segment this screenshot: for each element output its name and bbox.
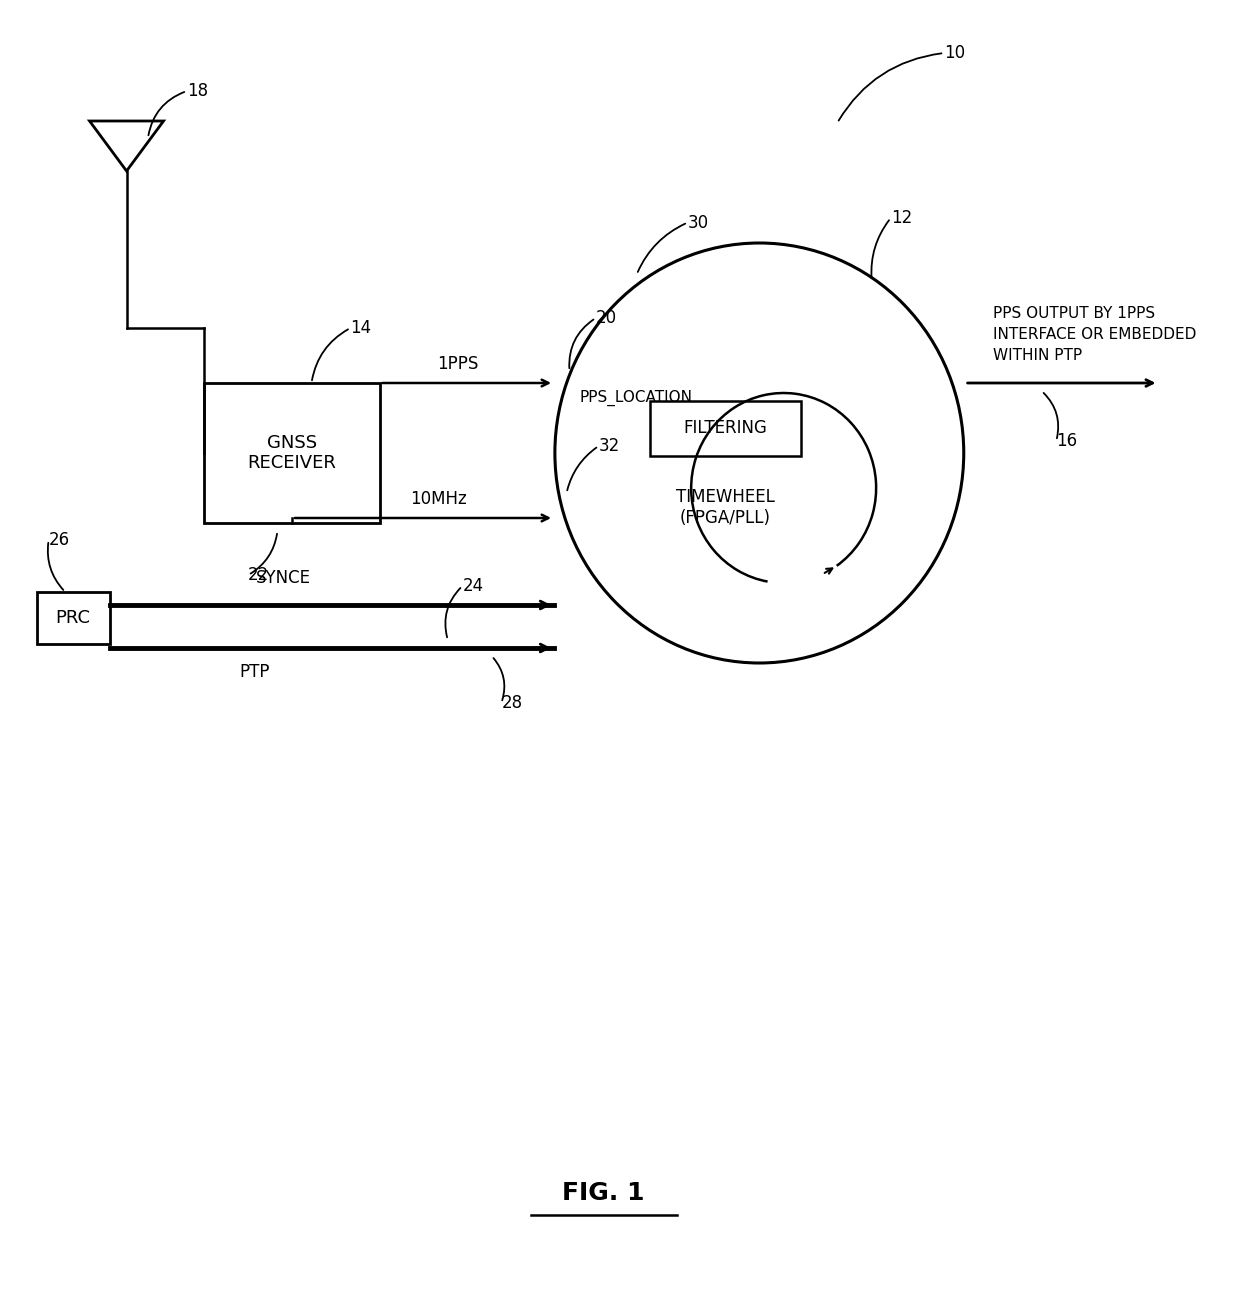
Text: 30: 30 bbox=[688, 214, 709, 232]
Text: SYNCE: SYNCE bbox=[255, 569, 311, 586]
FancyBboxPatch shape bbox=[205, 383, 379, 523]
Text: 32: 32 bbox=[599, 437, 620, 455]
Text: PPS_LOCATION: PPS_LOCATION bbox=[579, 390, 692, 407]
Text: FIG. 1: FIG. 1 bbox=[562, 1181, 645, 1205]
Text: 18: 18 bbox=[187, 82, 208, 100]
Text: 14: 14 bbox=[351, 319, 372, 337]
Text: TIMEWHEEL
(FPGA/PLL): TIMEWHEEL (FPGA/PLL) bbox=[676, 489, 775, 526]
Text: 26: 26 bbox=[48, 532, 69, 549]
Text: 10: 10 bbox=[945, 44, 966, 63]
Text: 10MHz: 10MHz bbox=[409, 490, 466, 508]
Text: PTP: PTP bbox=[239, 663, 269, 681]
Text: FILTERING: FILTERING bbox=[683, 420, 768, 437]
Text: GNSS
RECEIVER: GNSS RECEIVER bbox=[248, 434, 336, 473]
Text: 22: 22 bbox=[248, 566, 269, 584]
FancyBboxPatch shape bbox=[36, 592, 109, 644]
Text: PPS OUTPUT BY 1PPS
INTERFACE OR EMBEDDED
WITHIN PTP: PPS OUTPUT BY 1PPS INTERFACE OR EMBEDDED… bbox=[993, 306, 1197, 364]
Text: 28: 28 bbox=[501, 694, 522, 711]
Text: 12: 12 bbox=[890, 208, 911, 227]
FancyBboxPatch shape bbox=[650, 400, 801, 456]
Text: 1PPS: 1PPS bbox=[436, 354, 479, 373]
Text: 24: 24 bbox=[463, 577, 484, 595]
Text: PRC: PRC bbox=[56, 609, 91, 627]
Text: 16: 16 bbox=[1056, 433, 1078, 450]
Text: 20: 20 bbox=[595, 309, 616, 327]
